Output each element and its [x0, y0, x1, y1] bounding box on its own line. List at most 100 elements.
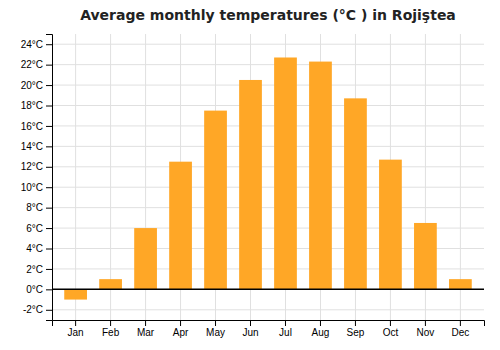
- y-tick-label: 14°C: [21, 141, 43, 152]
- grid-line-x: [110, 34, 111, 320]
- x-tick-label: Jun: [242, 327, 258, 338]
- x-tick-label: Oct: [383, 327, 399, 338]
- x-tick-mark: [145, 320, 146, 326]
- x-tick: Aug: [312, 320, 330, 338]
- x-tick-label: Mar: [137, 327, 155, 338]
- bar: [169, 162, 192, 290]
- grid-line-y: [52, 64, 484, 65]
- y-tick-label: -2°C: [23, 304, 43, 315]
- x-tick-label: Nov: [417, 327, 435, 338]
- y-tick-label: 0°C: [26, 284, 43, 295]
- x-tick: Jan: [68, 320, 84, 338]
- grid-line-x: [460, 34, 461, 320]
- grid: [52, 34, 484, 320]
- bar: [274, 57, 297, 289]
- bar: [449, 279, 472, 289]
- title: Average monthly temperatures (°C ) in Ro…: [80, 7, 456, 23]
- bar: [64, 289, 87, 299]
- y-axis: -2°C0°C2°C4°C6°C8°C10°C12°C14°C16°C18°C2…: [21, 35, 53, 321]
- y-tick-mark: [46, 187, 52, 188]
- y-tick-label: 16°C: [21, 121, 43, 132]
- x-tick: Nov: [417, 320, 435, 338]
- y-tick-label: 18°C: [21, 100, 43, 111]
- x-tick-label: Jan: [68, 327, 84, 338]
- x-tick-label: Dec: [451, 327, 469, 338]
- y-tick: 24°C: [21, 39, 52, 50]
- x-tick-mark: [460, 320, 461, 326]
- y-tick-label: 20°C: [21, 80, 43, 91]
- y-tick-mark: [46, 228, 52, 229]
- y-tick: 8°C: [26, 202, 52, 213]
- x-tick: Feb: [102, 320, 120, 338]
- zero-line: [52, 289, 484, 291]
- y-axis-line: [46, 35, 53, 321]
- x-tick-mark: [425, 320, 426, 326]
- y-tick-label: 6°C: [26, 223, 43, 234]
- x-tick-label: Feb: [102, 327, 120, 338]
- grid-line-y: [52, 44, 484, 45]
- x-axis-line: [53, 321, 485, 327]
- grid-line-y: [52, 187, 484, 188]
- y-tick-mark: [46, 167, 52, 168]
- x-tick-mark: [180, 320, 181, 326]
- bar: [134, 228, 157, 289]
- y-tick-mark: [46, 208, 52, 209]
- y-tick: 0°C: [26, 284, 52, 295]
- x-tick: Dec: [451, 320, 469, 338]
- x-tick: Jul: [279, 320, 292, 338]
- y-tick-label: 22°C: [21, 59, 43, 70]
- y-tick-mark: [46, 44, 52, 45]
- y-tick-mark: [46, 85, 52, 86]
- x-tick-label: Aug: [312, 327, 330, 338]
- bar: [414, 223, 437, 289]
- bar: [379, 160, 402, 290]
- grid-line-x: [75, 34, 76, 320]
- x-tick-mark: [390, 320, 391, 326]
- y-tick: 6°C: [26, 223, 52, 234]
- y-tick: 14°C: [21, 141, 52, 152]
- x-tick-mark: [355, 320, 356, 326]
- y-tick: 18°C: [21, 100, 52, 111]
- x-tick: Oct: [383, 320, 399, 338]
- bar: [239, 80, 262, 289]
- y-tick-mark: [46, 65, 52, 66]
- x-tick-mark: [110, 320, 111, 326]
- bars: [52, 57, 484, 299]
- y-tick: 20°C: [21, 80, 52, 91]
- x-tick: Sep: [347, 320, 365, 338]
- x-tick-mark: [320, 320, 321, 326]
- y-tick-label: 12°C: [21, 161, 43, 172]
- y-tick-label: 4°C: [26, 243, 43, 254]
- y-tick-label: 24°C: [21, 39, 43, 50]
- plot: -2°C0°C2°C4°C6°C8°C10°C12°C14°C16°C18°C2…: [21, 34, 485, 338]
- grid-line-y: [52, 289, 484, 290]
- y-tick-mark: [46, 106, 52, 107]
- bar: [309, 62, 332, 290]
- y-tick-mark: [46, 269, 52, 270]
- x-tick-mark: [75, 320, 76, 326]
- x-tick-label: Apr: [173, 327, 189, 338]
- x-tick-label: Sep: [347, 327, 365, 338]
- y-tick: 2°C: [26, 264, 52, 275]
- y-tick: 16°C: [21, 121, 52, 132]
- bar: [99, 279, 122, 289]
- y-tick-mark: [46, 249, 52, 250]
- chart: -2°C0°C2°C4°C6°C8°C10°C12°C14°C16°C18°C2…: [0, 0, 500, 350]
- y-tick: 4°C: [26, 243, 52, 254]
- y-tick: -2°C: [23, 304, 52, 315]
- grid-line-y: [52, 166, 484, 167]
- x-tick: Jun: [242, 320, 258, 338]
- grid-line-y: [52, 85, 484, 86]
- grid-line-y: [52, 309, 484, 310]
- y-tick-mark: [46, 310, 52, 311]
- y-tick-mark: [46, 146, 52, 147]
- y-tick-mark: [46, 289, 52, 290]
- x-tick-mark: [250, 320, 251, 326]
- y-tick: 12°C: [21, 161, 52, 172]
- x-tick: May: [206, 320, 225, 338]
- bar: [344, 98, 367, 289]
- x-tick: Apr: [173, 320, 189, 338]
- x-axis: Jan Feb Mar Apr May Jun Jul Aug Sep Oct Nov Dec: [53, 320, 485, 338]
- x-tick-mark: [285, 320, 286, 326]
- bar: [204, 111, 227, 290]
